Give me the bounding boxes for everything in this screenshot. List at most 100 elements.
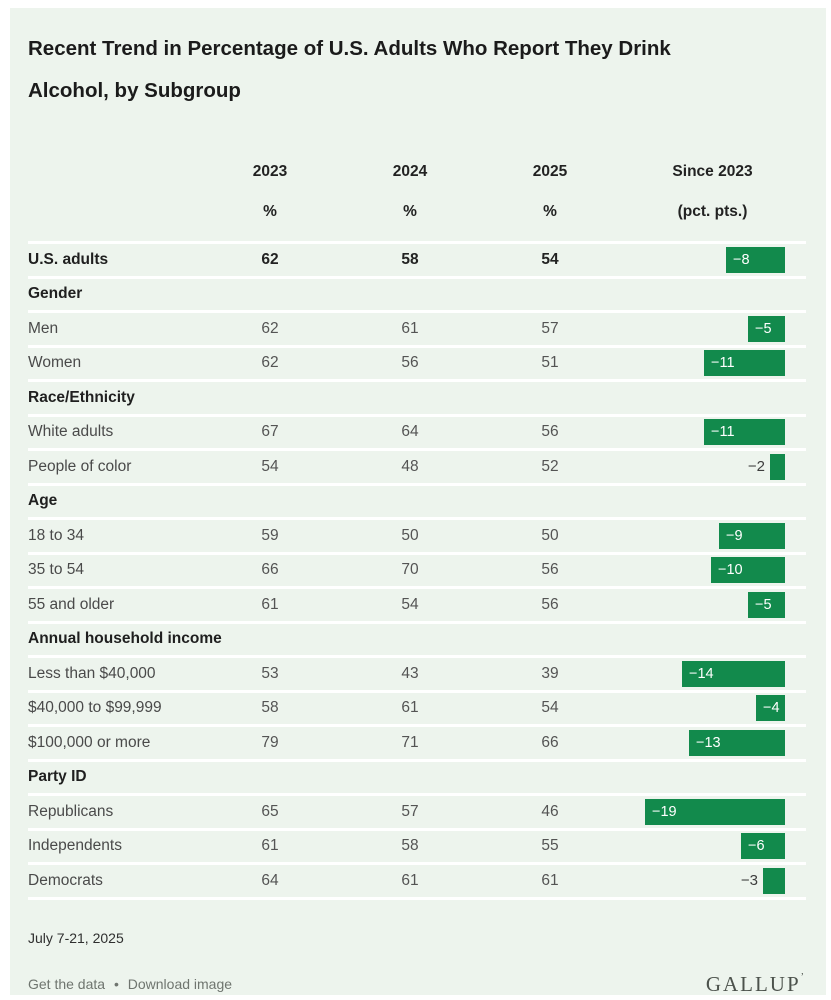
- change-bar: −6: [741, 833, 785, 860]
- change-bar: −13: [689, 729, 785, 756]
- change-cell: −5: [620, 315, 805, 342]
- row-label: U.S. adults: [28, 250, 109, 268]
- change-cell: −6: [620, 833, 805, 860]
- value-2025: 56: [541, 595, 559, 613]
- change-bar: −4: [756, 695, 785, 722]
- table-row: $100,000 or more 79 71 66 −13: [28, 724, 806, 759]
- row-label: $100,000 or more: [28, 733, 151, 751]
- change-bar: −8: [726, 246, 785, 273]
- value-2023: 62: [261, 319, 279, 337]
- value-2023: 65: [261, 802, 279, 820]
- table-row: 55 and older 61 54 56 −5: [28, 586, 806, 621]
- row-label: White adults: [28, 423, 114, 441]
- row-label: Age: [28, 492, 58, 510]
- table-row: U.S. adults 62 58 54 −8: [28, 241, 806, 276]
- value-2025: 55: [541, 837, 559, 855]
- change-cell: −10: [620, 557, 805, 584]
- header-spacer: [28, 162, 200, 182]
- row-label: People of color: [28, 457, 132, 475]
- value-2024: 56: [401, 354, 419, 372]
- link-separator: •: [113, 976, 119, 992]
- change-value: −14: [689, 665, 714, 682]
- value-2024: 43: [401, 664, 419, 682]
- footer-links: Get the data • Download image: [28, 976, 232, 992]
- chart-panel: Recent Trend in Percentage of U.S. Adult…: [10, 8, 826, 997]
- row-label: 18 to 34: [28, 526, 85, 544]
- section-row: Age: [28, 482, 806, 518]
- change-bar: −9: [719, 522, 785, 549]
- value-2025: 56: [541, 561, 559, 579]
- table-header: 2023 2024 2025 Since 2023 % % % (pct. pt…: [28, 162, 806, 241]
- table-row: 18 to 34 59 50 50 −9: [28, 517, 806, 552]
- change-value: −5: [755, 596, 772, 613]
- value-2023: 58: [261, 699, 279, 717]
- row-label: Annual household income: [28, 630, 222, 648]
- column-header-2025: 2025: [532, 163, 568, 180]
- value-2024: 57: [401, 802, 419, 820]
- change-value: −11: [711, 355, 735, 372]
- value-2023: 67: [261, 423, 279, 441]
- row-label: 35 to 54: [28, 561, 85, 579]
- change-bar: −5: [748, 591, 785, 618]
- change-cell: −11: [620, 419, 805, 446]
- unit-2024: %: [403, 203, 417, 220]
- table-row: Men 62 61 57 −5: [28, 310, 806, 345]
- change-bar: −19: [645, 798, 785, 825]
- column-header-2023: 2023: [252, 163, 288, 180]
- change-bar: −5: [748, 315, 785, 342]
- page-title: Recent Trend in Percentage of U.S. Adult…: [28, 28, 806, 112]
- change-cell: −14: [620, 660, 805, 687]
- row-label: Independents: [28, 837, 122, 855]
- value-2025: 39: [541, 664, 559, 682]
- row-label: $40,000 to $99,999: [28, 699, 162, 717]
- value-2025: 51: [541, 354, 559, 372]
- header-spacer: [28, 202, 200, 222]
- change-value: −4: [763, 700, 780, 717]
- value-2023: 59: [261, 526, 279, 544]
- value-2023: 54: [261, 457, 279, 475]
- column-header-change: Since 2023: [672, 163, 753, 180]
- change-value: −5: [755, 320, 772, 337]
- value-2024: 54: [401, 595, 419, 613]
- unit-2025: %: [543, 203, 557, 220]
- survey-date: July 7-21, 2025: [28, 929, 124, 946]
- gallup-logo: GALLUP’: [706, 972, 804, 997]
- download-image-link[interactable]: Download image: [127, 976, 233, 992]
- value-2024: 48: [401, 457, 419, 475]
- row-label: Republicans: [28, 802, 114, 820]
- value-2025: 50: [541, 526, 559, 544]
- table-row: $40,000 to $99,999 58 61 54 −4: [28, 689, 806, 725]
- row-label: Party ID: [28, 768, 87, 786]
- footer: Get the data • Download image GALLUP’: [28, 972, 806, 997]
- change-value: −2: [747, 458, 765, 476]
- change-cell: −4: [620, 695, 805, 722]
- change-bar: [770, 453, 785, 480]
- unit-2023: %: [263, 203, 277, 220]
- change-bar: −11: [704, 350, 785, 377]
- gallup-wordmark: GALLUP: [705, 971, 801, 996]
- change-cell: −11: [620, 350, 805, 377]
- change-value: −9: [726, 527, 743, 544]
- value-2024: 71: [401, 733, 419, 751]
- value-2024: 58: [401, 837, 419, 855]
- value-2024: 61: [401, 699, 419, 717]
- value-2023: 62: [261, 250, 279, 268]
- change-value: −19: [652, 803, 677, 820]
- value-2023: 53: [261, 664, 279, 682]
- get-the-data-link[interactable]: Get the data: [28, 976, 106, 992]
- table-row: Less than $40,000 53 43 39 −14: [28, 655, 806, 690]
- change-value: −8: [733, 251, 750, 268]
- value-2023: 64: [261, 871, 279, 889]
- title-line-1: Recent Trend in Percentage of U.S. Adult…: [28, 37, 671, 60]
- value-2025: 54: [541, 699, 559, 717]
- chart-content: Recent Trend in Percentage of U.S. Adult…: [10, 8, 826, 997]
- row-label: 55 and older: [28, 595, 115, 613]
- table-row: White adults 67 64 56 −11: [28, 413, 806, 449]
- row-label: Men: [28, 319, 59, 337]
- value-2023: 79: [261, 733, 279, 751]
- table-row: 35 to 54 66 70 56 −10: [28, 551, 806, 587]
- change-cell: −8: [620, 246, 805, 273]
- value-2025: 57: [541, 319, 559, 337]
- value-2025: 56: [541, 423, 559, 441]
- change-cell: −3: [620, 867, 805, 894]
